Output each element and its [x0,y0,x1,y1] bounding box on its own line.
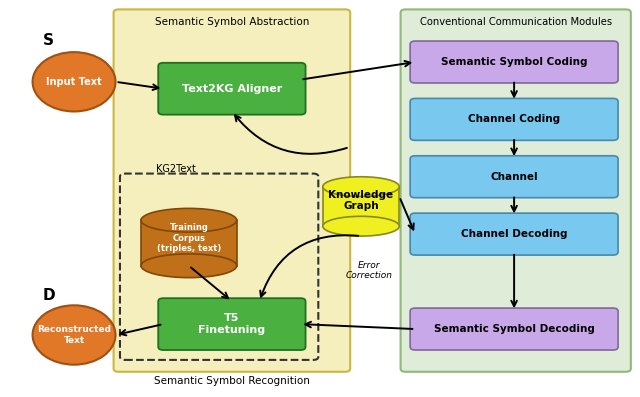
Text: Reconstructed
Text: Reconstructed Text [37,325,111,345]
Bar [323,187,399,226]
Text: T5
Finetuning: T5 Finetuning [198,313,266,335]
Text: Knowledge
Graph: Knowledge Graph [328,190,394,211]
Text: Channel: Channel [490,172,538,182]
Ellipse shape [141,208,237,232]
Text: D: D [42,288,55,303]
Text: KG2Text: KG2Text [156,164,196,174]
FancyBboxPatch shape [410,41,618,83]
Bar [141,220,237,266]
Text: Error
Correction: Error Correction [346,261,393,280]
FancyBboxPatch shape [158,63,305,115]
FancyBboxPatch shape [401,10,631,372]
FancyBboxPatch shape [113,10,350,372]
Ellipse shape [141,254,237,278]
Text: Semantic Symbol Decoding: Semantic Symbol Decoding [434,324,595,334]
FancyBboxPatch shape [410,308,618,350]
Text: Semantic Symbol Coding: Semantic Symbol Coding [441,57,588,67]
Text: Training
Corpus
(triples, text): Training Corpus (triples, text) [157,223,221,253]
Ellipse shape [33,52,115,112]
Text: Channel Coding: Channel Coding [468,114,560,124]
FancyBboxPatch shape [410,156,618,198]
FancyBboxPatch shape [410,213,618,255]
Text: Text2KG Aligner: Text2KG Aligner [182,84,282,94]
Ellipse shape [33,305,115,365]
Ellipse shape [323,177,399,197]
Text: Semantic Symbol Abstraction: Semantic Symbol Abstraction [155,17,309,27]
Text: Conventional Communication Modules: Conventional Communication Modules [420,17,612,27]
Text: Semantic Symbol Recognition: Semantic Symbol Recognition [154,376,310,386]
FancyBboxPatch shape [158,298,305,350]
Text: Input Text: Input Text [46,77,102,87]
Text: Channel Decoding: Channel Decoding [461,229,567,239]
FancyBboxPatch shape [120,173,318,360]
FancyBboxPatch shape [410,98,618,141]
Ellipse shape [323,216,399,236]
Text: S: S [43,33,54,48]
